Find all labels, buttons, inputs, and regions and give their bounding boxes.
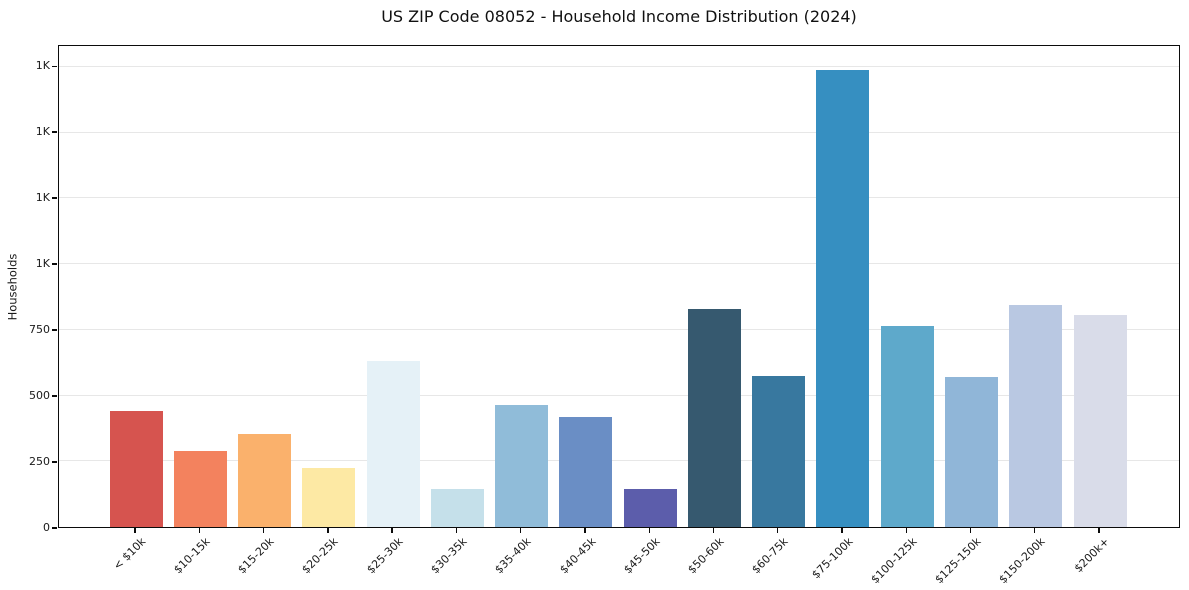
- bar-6: [430, 488, 484, 527]
- x-tick-mark: [1034, 528, 1036, 533]
- gridline-y-750: [59, 328, 1179, 330]
- gridline-y-250: [59, 460, 1179, 462]
- y-tick-mark: [52, 65, 57, 67]
- x-tick-label: $25-30k: [364, 535, 406, 577]
- x-tick-mark: [841, 528, 843, 533]
- x-tick-label: $60-75k: [749, 535, 791, 577]
- y-tick-mark: [52, 197, 57, 199]
- y-axis-label-text: Households: [5, 253, 20, 320]
- bar-8: [559, 416, 613, 527]
- x-tick-label: $15-20k: [235, 535, 277, 577]
- bar-2: [173, 450, 227, 527]
- gridline-y-1000: [59, 263, 1179, 265]
- y-tick-mark: [52, 461, 57, 463]
- bar-12: [816, 69, 870, 527]
- x-tick-label: $35-40k: [492, 535, 534, 577]
- bar-1: [109, 411, 163, 527]
- bar-10: [687, 308, 741, 527]
- bar-5: [366, 361, 420, 527]
- x-tick-mark: [198, 528, 200, 533]
- chart-title: US ZIP Code 08052 - Household Income Dis…: [381, 7, 857, 26]
- bar-4: [302, 467, 356, 527]
- x-tick-label: $20-25k: [299, 535, 342, 577]
- y-axis-label: Households: [2, 45, 22, 528]
- x-tick-label: $125-150k: [932, 535, 984, 587]
- x-tick-mark: [712, 528, 715, 533]
- gridline-y-1500: [59, 131, 1179, 133]
- y-tick-mark: [52, 131, 57, 133]
- gridline-y-1750: [59, 66, 1179, 68]
- bar-3: [238, 433, 292, 527]
- x-tick-mark: [777, 528, 779, 533]
- x-tick-label: $30-35k: [428, 535, 470, 577]
- y-tick-mark: [52, 263, 57, 265]
- bar-16: [1073, 315, 1127, 527]
- x-tick-label: $75-100k: [808, 535, 856, 582]
- x-tick-mark: [262, 528, 265, 533]
- x-tick-label: $10-15k: [171, 535, 213, 577]
- y-tick-mark: [52, 329, 57, 331]
- bar-11: [752, 375, 806, 527]
- y-tick-mark: [52, 527, 57, 529]
- x-tick-mark: [648, 528, 650, 533]
- x-tick-label: $50-60k: [685, 535, 727, 577]
- y-tick-mark: [52, 395, 57, 397]
- x-tick-label: $45-50k: [621, 535, 663, 577]
- plot-area: [58, 45, 1180, 528]
- x-tick-label: $40-45k: [556, 535, 599, 577]
- x-tick-mark: [905, 528, 907, 533]
- x-tick-label: $200k+: [1072, 535, 1113, 576]
- gridline-y-500: [59, 394, 1179, 396]
- x-tick-mark: [1098, 528, 1100, 533]
- bar-13: [880, 325, 934, 527]
- x-tick-mark: [391, 528, 393, 533]
- x-tick-mark: [584, 528, 586, 533]
- gridline-y-1250: [59, 197, 1179, 199]
- x-tick-mark: [520, 528, 522, 533]
- x-tick-label: < $10k: [110, 535, 149, 573]
- bar-15: [1009, 304, 1063, 527]
- bar-9: [623, 488, 677, 527]
- bar-14: [945, 377, 998, 527]
- x-tick-mark: [969, 528, 972, 533]
- x-tick-label: $150-200k: [996, 535, 1048, 587]
- x-tick-label: $100-125k: [868, 535, 920, 587]
- x-tick-mark: [455, 528, 458, 533]
- x-tick-mark: [327, 528, 329, 533]
- bar-7: [495, 404, 549, 527]
- x-tick-mark: [134, 528, 136, 533]
